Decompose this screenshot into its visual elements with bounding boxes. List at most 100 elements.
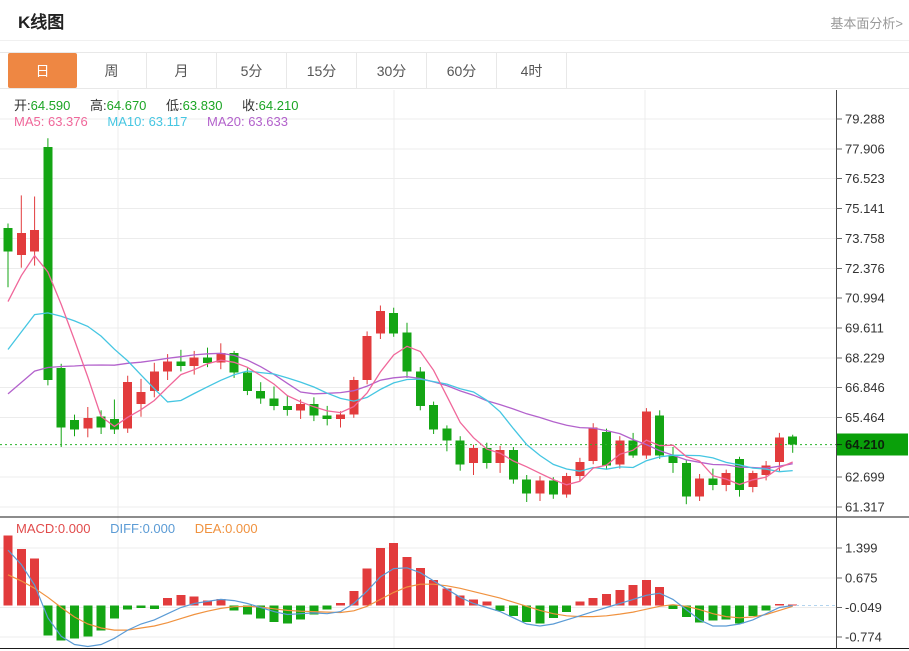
- candle-body: [269, 398, 279, 406]
- macd-bar: [761, 605, 771, 611]
- candle-body: [242, 372, 252, 391]
- macd-histogram: [3, 535, 798, 641]
- candle-body: [203, 357, 212, 363]
- macd-bar: [455, 595, 465, 606]
- macd-bar: [189, 596, 199, 606]
- candle-body: [602, 431, 611, 466]
- candle-body: [16, 233, 26, 255]
- candle-body: [389, 313, 399, 334]
- candle-body: [70, 420, 79, 430]
- candle-body: [296, 403, 306, 411]
- macd-bar: [655, 587, 665, 606]
- macd-bar: [3, 535, 13, 606]
- macd-bar: [522, 605, 532, 622]
- candle-body: [429, 404, 439, 430]
- macd-bar: [83, 605, 93, 637]
- candle-body: [588, 427, 598, 461]
- candle-body: [109, 418, 119, 430]
- candle-body: [641, 411, 651, 456]
- tab-15min[interactable]: 15分: [287, 53, 357, 88]
- candle-body: [455, 440, 465, 465]
- macd-value: 0.000: [57, 521, 91, 536]
- macd-bar: [774, 603, 784, 606]
- gridlines: [0, 90, 836, 649]
- macd-bar: [149, 605, 159, 609]
- macd-bar: [309, 605, 319, 615]
- candle-body: [482, 448, 492, 464]
- macd-bar: [442, 588, 452, 606]
- macd-bar: [216, 598, 226, 606]
- macd-bar: [43, 605, 53, 636]
- ma10-label: MA10:: [107, 114, 145, 129]
- candle-body: [535, 480, 545, 494]
- open-value: 64.590: [30, 98, 71, 113]
- price-axis-label: 77.906: [845, 141, 885, 156]
- tab-month[interactable]: 月: [147, 53, 217, 88]
- diff-line: [7, 549, 793, 648]
- macd-bar: [389, 543, 399, 606]
- high-label: 高:: [90, 98, 107, 113]
- low-label: 低:: [166, 98, 183, 113]
- macd-bar: [668, 605, 678, 609]
- candle-body: [788, 436, 798, 445]
- candle-body: [668, 455, 678, 464]
- frame: [0, 90, 909, 649]
- tab-5min[interactable]: 5分: [217, 53, 287, 88]
- tab-day[interactable]: 日: [8, 53, 77, 88]
- macd-bar: [482, 601, 492, 606]
- tab-30min[interactable]: 30分: [357, 53, 427, 88]
- tab-4hour[interactable]: 4时: [497, 53, 567, 88]
- macd-axis-label: 1.399: [845, 541, 878, 556]
- candle-body: [3, 228, 13, 252]
- macd-bar: [123, 605, 133, 610]
- macd-bar: [535, 605, 545, 624]
- candle-body: [628, 440, 638, 456]
- macd-bar: [508, 605, 518, 616]
- macd-bar: [322, 605, 332, 610]
- macd-bar: [641, 580, 651, 606]
- price-axis-label: 69.611: [845, 321, 884, 336]
- macd-bar: [588, 598, 598, 606]
- macd-bar: [163, 598, 173, 606]
- price-axis-label: 75.141: [845, 201, 885, 216]
- macd-bar: [242, 605, 252, 615]
- macd-bar: [495, 605, 505, 612]
- macd-bar: [562, 605, 572, 613]
- candle-body: [508, 450, 518, 480]
- fundamental-analysis-link[interactable]: 基本面分析>: [830, 16, 903, 31]
- candle-body: [176, 361, 186, 366]
- candle-body: [735, 458, 744, 491]
- tab-60min[interactable]: 60分: [427, 53, 497, 88]
- macd-bar: [415, 567, 425, 606]
- ma20-line: [7, 352, 793, 469]
- candle-body: [349, 380, 359, 415]
- price-axis-label: 66.846: [845, 380, 885, 395]
- price-axis-label: 62.699: [845, 470, 885, 485]
- candle-body: [216, 353, 226, 363]
- tab-week[interactable]: 周: [77, 53, 147, 88]
- close-value: 64.210: [258, 98, 299, 113]
- macd-bar: [70, 605, 79, 639]
- macd-bar: [336, 603, 345, 606]
- candle-body: [442, 428, 452, 441]
- price-axis-label: 76.523: [845, 171, 885, 186]
- macd-bar: [96, 605, 106, 631]
- candle-body: [681, 463, 691, 497]
- close-label: 收:: [242, 98, 259, 113]
- macd-bar: [56, 605, 66, 641]
- candle-body: [149, 371, 159, 391]
- candle-body: [282, 405, 292, 411]
- current-price-badge: 64.210: [836, 433, 908, 456]
- ma5-value: 63.376: [47, 114, 88, 129]
- high-value: 64.670: [106, 98, 147, 113]
- macd-bar: [269, 605, 279, 622]
- candle-body: [56, 368, 66, 428]
- macd-bar: [30, 558, 40, 606]
- price-axis-label: 65.464: [845, 410, 885, 425]
- candle-body: [362, 335, 372, 381]
- ma10-line: [7, 312, 793, 473]
- macd-bar: [748, 605, 758, 617]
- open-label: 开:: [14, 98, 31, 113]
- macd-bar: [735, 605, 744, 624]
